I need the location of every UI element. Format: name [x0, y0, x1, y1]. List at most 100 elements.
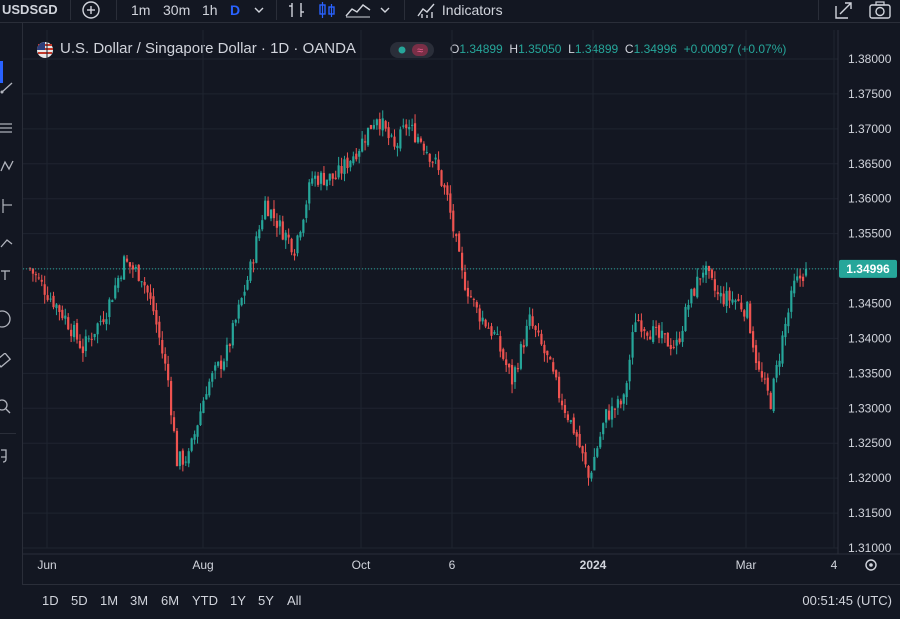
y-tick-label: 1.31000	[848, 541, 892, 555]
candle-body	[702, 272, 705, 278]
candle-body	[584, 452, 587, 465]
candle-body	[369, 125, 373, 130]
range-ytd[interactable]: YTD	[192, 593, 218, 608]
indicators-label: Indicators	[441, 2, 503, 18]
interval-dropdown[interactable]	[252, 0, 266, 24]
candle-body	[296, 235, 299, 254]
candle-body	[734, 300, 737, 303]
candle-body	[258, 229, 261, 239]
candle-body	[372, 125, 376, 129]
candle-body	[769, 392, 772, 409]
fib-icon[interactable]	[0, 121, 14, 135]
low-value: 1.34899	[574, 42, 619, 56]
candle-body	[684, 306, 687, 332]
candle-body	[134, 266, 137, 269]
trend-line-icon[interactable]	[0, 81, 14, 95]
candle-body	[225, 344, 229, 361]
interval-d[interactable]: D	[230, 2, 241, 18]
candle-body	[704, 265, 708, 275]
candle-body	[181, 450, 184, 465]
x-tick-label: Mar	[736, 558, 757, 572]
candle-body	[455, 234, 458, 237]
emoji-icon[interactable]	[0, 309, 14, 329]
candle-body	[243, 291, 246, 296]
bar-style-button[interactable]	[287, 0, 307, 24]
add-symbol-button[interactable]	[80, 0, 102, 24]
candle-body	[358, 151, 361, 157]
ruler-icon[interactable]	[0, 353, 14, 371]
text-icon[interactable]	[0, 267, 14, 281]
y-tick-label: 1.32000	[848, 471, 892, 485]
candle-body	[428, 153, 431, 162]
range-all[interactable]: All	[287, 593, 302, 608]
utc-clock[interactable]: 00:51:45 (UTC)	[802, 593, 892, 608]
range-1m[interactable]: 1M	[100, 593, 119, 608]
range-5d[interactable]: 5D	[71, 593, 88, 608]
candle-body	[622, 394, 625, 404]
brush-icon[interactable]	[0, 235, 14, 249]
candle-body	[660, 330, 664, 339]
candles	[28, 110, 808, 486]
chart-type-dropdown[interactable]	[378, 0, 392, 24]
range-3m[interactable]: 3M	[130, 593, 149, 608]
candle-body	[99, 320, 102, 322]
candle-body	[72, 324, 76, 338]
candle-body	[405, 124, 408, 129]
candle-body	[525, 325, 528, 346]
candle-body	[58, 305, 61, 313]
snapshot-button[interactable]	[868, 0, 892, 24]
range-6m[interactable]: 6M	[161, 593, 180, 608]
indicators-button[interactable]: Indicators	[416, 0, 503, 20]
pattern-icon[interactable]	[0, 159, 14, 173]
chart-grid	[23, 30, 838, 549]
open-value: 1.34899	[459, 42, 503, 56]
candle-body	[337, 165, 340, 178]
active-tool-indicator	[0, 61, 3, 83]
market-status-badge[interactable]: ≈	[390, 42, 434, 58]
candle-body	[81, 346, 85, 354]
magnet-icon[interactable]	[0, 447, 14, 465]
interval-30m[interactable]: 30m	[163, 2, 191, 18]
candle-body	[255, 236, 258, 263]
candle-body	[687, 304, 690, 310]
candle-body	[478, 308, 481, 322]
candle-body	[463, 271, 467, 290]
candle-body	[513, 367, 517, 383]
candle-body	[602, 423, 605, 435]
chart-title[interactable]: U.S. Dollar / Singapore Dollar · 1D · OA…	[60, 40, 356, 57]
candle-body	[710, 269, 714, 278]
candle-body	[616, 399, 619, 408]
candle-body	[390, 135, 393, 137]
range-1d[interactable]: 1D	[42, 593, 59, 608]
candle-body	[757, 361, 761, 370]
candle-body	[222, 361, 226, 370]
range-5y[interactable]: 5Y	[258, 593, 274, 608]
candles-style-button[interactable]	[317, 0, 337, 24]
candle-body	[740, 302, 743, 310]
interval-1m[interactable]: 1m	[131, 2, 151, 18]
ohlc-values: O1.34899 H1.35050 L1.34899 C1.34996 +0.0…	[450, 42, 787, 56]
area-style-button[interactable]	[344, 0, 372, 24]
interval-1h[interactable]: 1h	[202, 2, 218, 18]
candle-body	[519, 344, 522, 369]
forecast-icon[interactable]	[0, 199, 14, 213]
candle-body	[443, 184, 446, 188]
candle-body	[422, 143, 425, 151]
symbol-search[interactable]: USDSGD	[2, 2, 58, 17]
candle-body	[458, 233, 461, 252]
candle-body	[751, 331, 755, 348]
candle-body	[772, 378, 775, 412]
candle-body	[208, 381, 211, 396]
range-1y[interactable]: 1Y	[230, 593, 246, 608]
zoom-icon[interactable]	[0, 397, 14, 415]
candle-body	[346, 157, 349, 169]
candle-body	[411, 124, 414, 126]
fullscreen-button[interactable]	[832, 0, 854, 24]
area-chart-icon	[345, 4, 371, 18]
close-value: 1.34996	[633, 42, 677, 56]
candle-body	[316, 175, 320, 185]
candle-body	[322, 172, 326, 185]
candle-body	[437, 159, 440, 171]
candle-body	[607, 410, 611, 420]
